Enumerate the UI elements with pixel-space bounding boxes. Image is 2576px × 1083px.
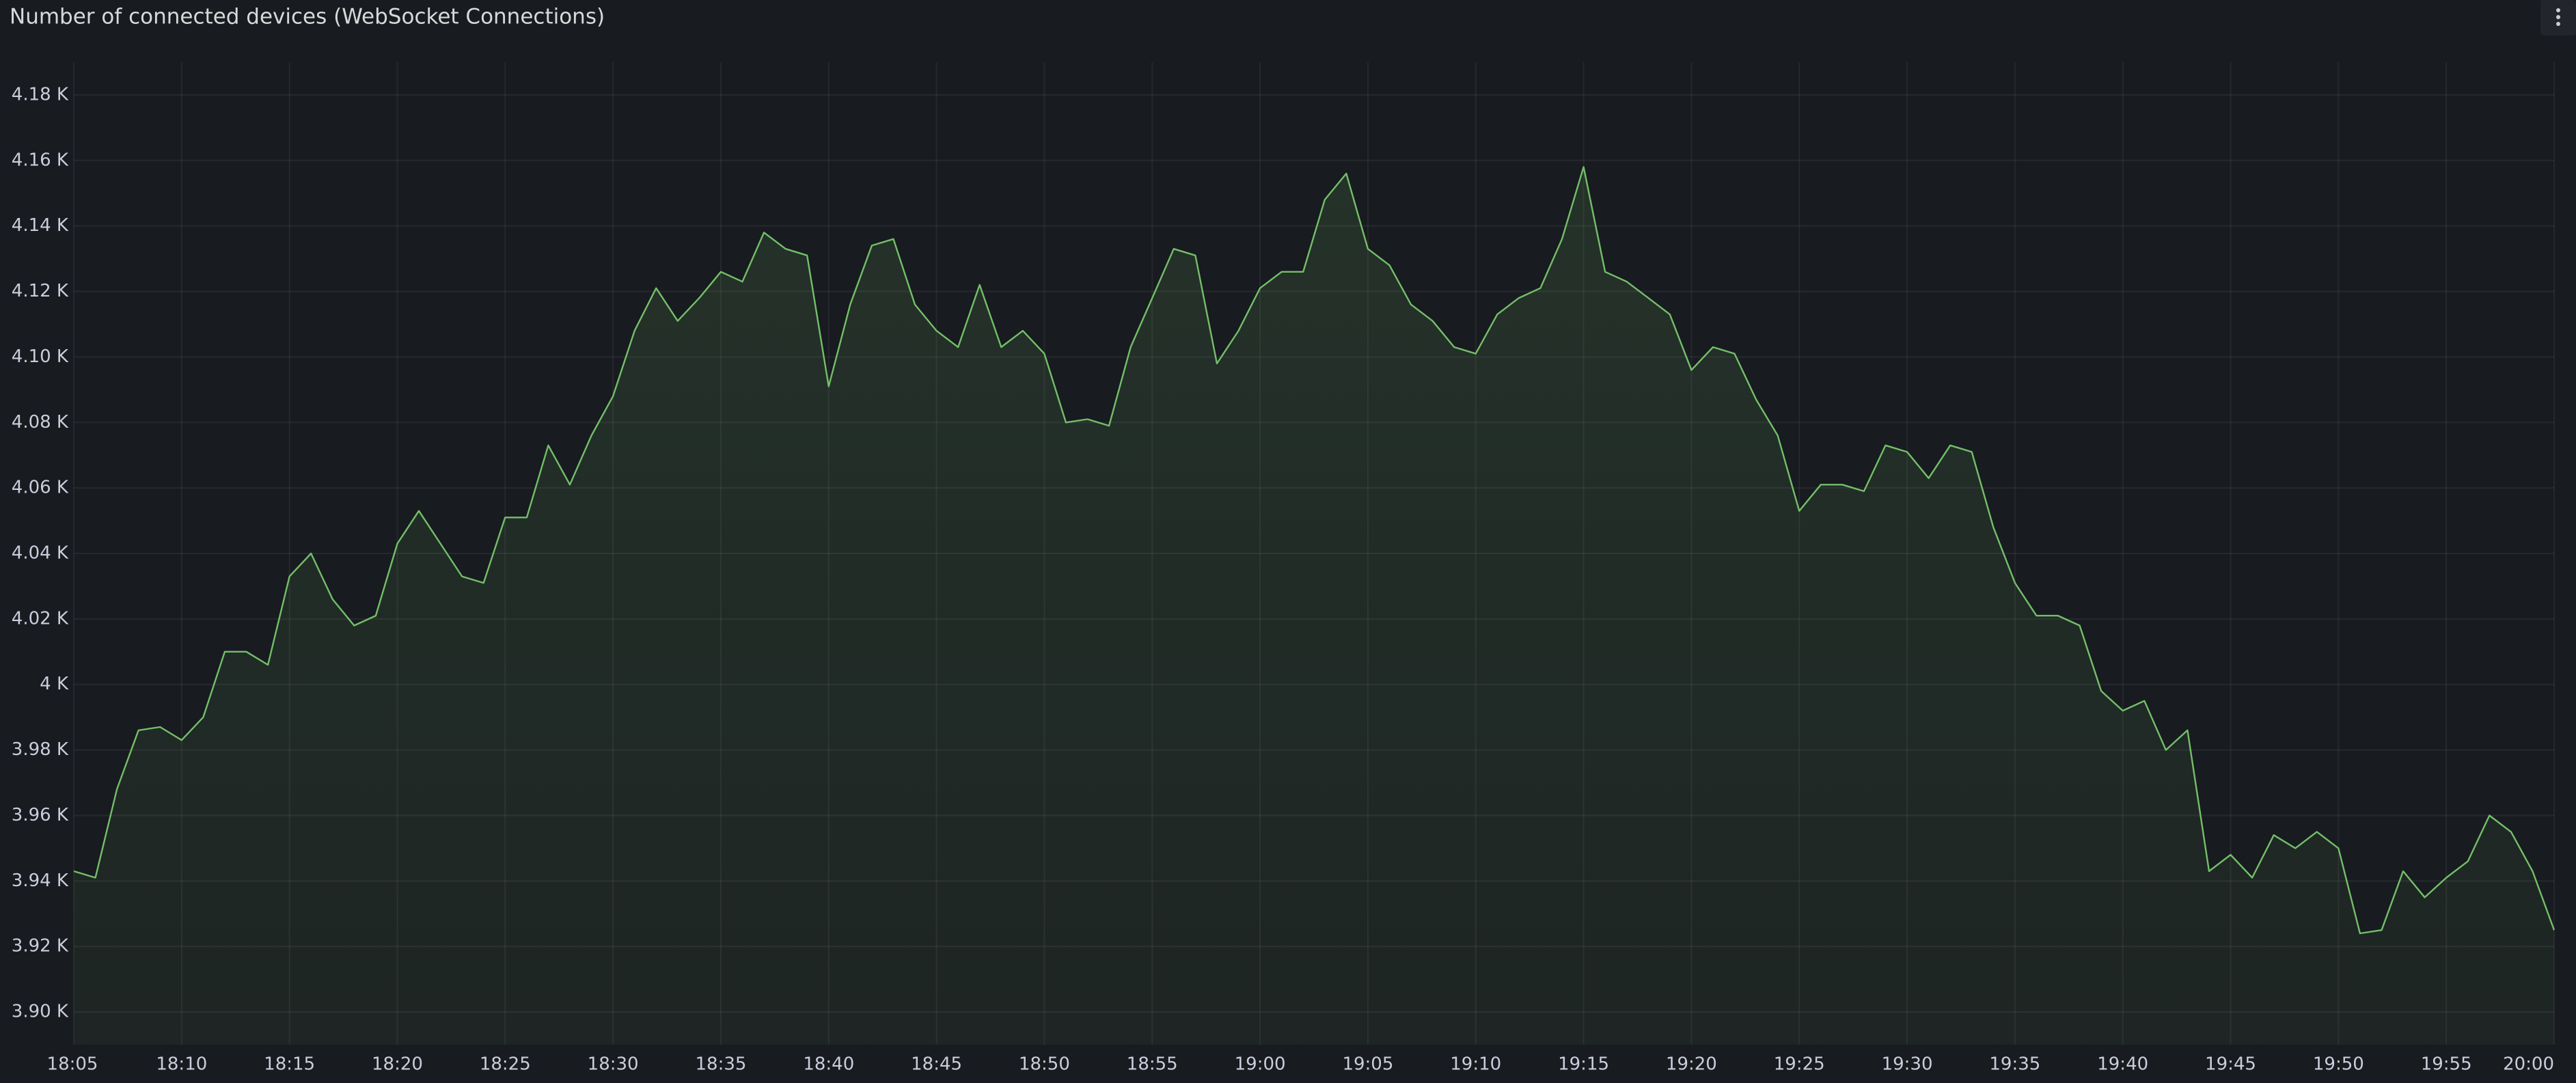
menu-dot — [2556, 22, 2560, 26]
x-tick-label: 19:55 — [2421, 1054, 2472, 1075]
x-tick-label: 20:00 — [2503, 1054, 2554, 1075]
y-tick-label: 4.14 K — [12, 215, 69, 236]
x-tick-label: 19:00 — [1235, 1054, 1286, 1075]
y-tick-label: 4.12 K — [12, 281, 69, 301]
x-tick-label: 19:15 — [1558, 1054, 1609, 1075]
x-tick-label: 18:25 — [480, 1054, 531, 1075]
plot-area: 3.90 K 3.92 K 3.94 K 3.96 K 3.98 K 4 K 4.02 K 4… — [12, 62, 2556, 1075]
y-tick-label: 4.08 K — [12, 412, 69, 433]
series-line — [73, 166, 2556, 935]
y-tick-label: 4.10 K — [12, 346, 69, 367]
y-tick-label: 4.06 K — [12, 478, 69, 498]
y-tick-label: 3.94 K — [12, 870, 69, 891]
menu-dot — [2556, 15, 2560, 19]
x-tick-label: 18:05 — [47, 1054, 98, 1075]
y-tick-label: 4.04 K — [12, 543, 69, 564]
x-tick-label: 19:05 — [1342, 1054, 1393, 1075]
x-tick-label: 19:35 — [1989, 1054, 2040, 1075]
x-tick-label: 18:55 — [1127, 1054, 1178, 1075]
menu-dot — [2556, 8, 2560, 12]
y-tick-label: 3.92 K — [12, 936, 69, 957]
x-tick-label: 19:40 — [2097, 1054, 2148, 1075]
y-tick-label: 4.16 K — [12, 150, 69, 170]
x-tick-label: 18:40 — [803, 1054, 854, 1075]
x-tick-label: 18:20 — [372, 1054, 423, 1075]
panel-menu[interactable] — [2540, 0, 2576, 36]
series-area — [74, 167, 2554, 1045]
y-tick-label: 3.96 K — [12, 805, 69, 825]
x-tick-label: 19:45 — [2205, 1054, 2256, 1075]
y-tick-label: 4 K — [40, 674, 69, 694]
x-tick-label: 19:20 — [1666, 1054, 1717, 1075]
y-tick-label: 4.02 K — [12, 608, 69, 629]
x-tick-label: 19:10 — [1450, 1054, 1501, 1075]
x-tick-label: 19:50 — [2313, 1054, 2364, 1075]
x-tick-label: 19:25 — [1774, 1054, 1825, 1075]
x-tick-label: 18:15 — [264, 1054, 315, 1075]
x-tick-label: 18:50 — [1019, 1054, 1070, 1075]
panel-title: Number of connected devices (WebSocket C… — [10, 5, 605, 29]
x-tick-label: 19:30 — [1882, 1054, 1933, 1075]
x-tick-label: 18:30 — [588, 1054, 639, 1075]
x-tick-label: 18:35 — [695, 1054, 746, 1075]
x-tick-label: 18:10 — [156, 1054, 207, 1075]
x-tick-label: 18:45 — [911, 1054, 962, 1075]
y-tick-label: 4.18 K — [12, 84, 69, 105]
y-tick-label: 3.90 K — [12, 1002, 69, 1022]
y-tick-label: 3.98 K — [12, 739, 69, 760]
